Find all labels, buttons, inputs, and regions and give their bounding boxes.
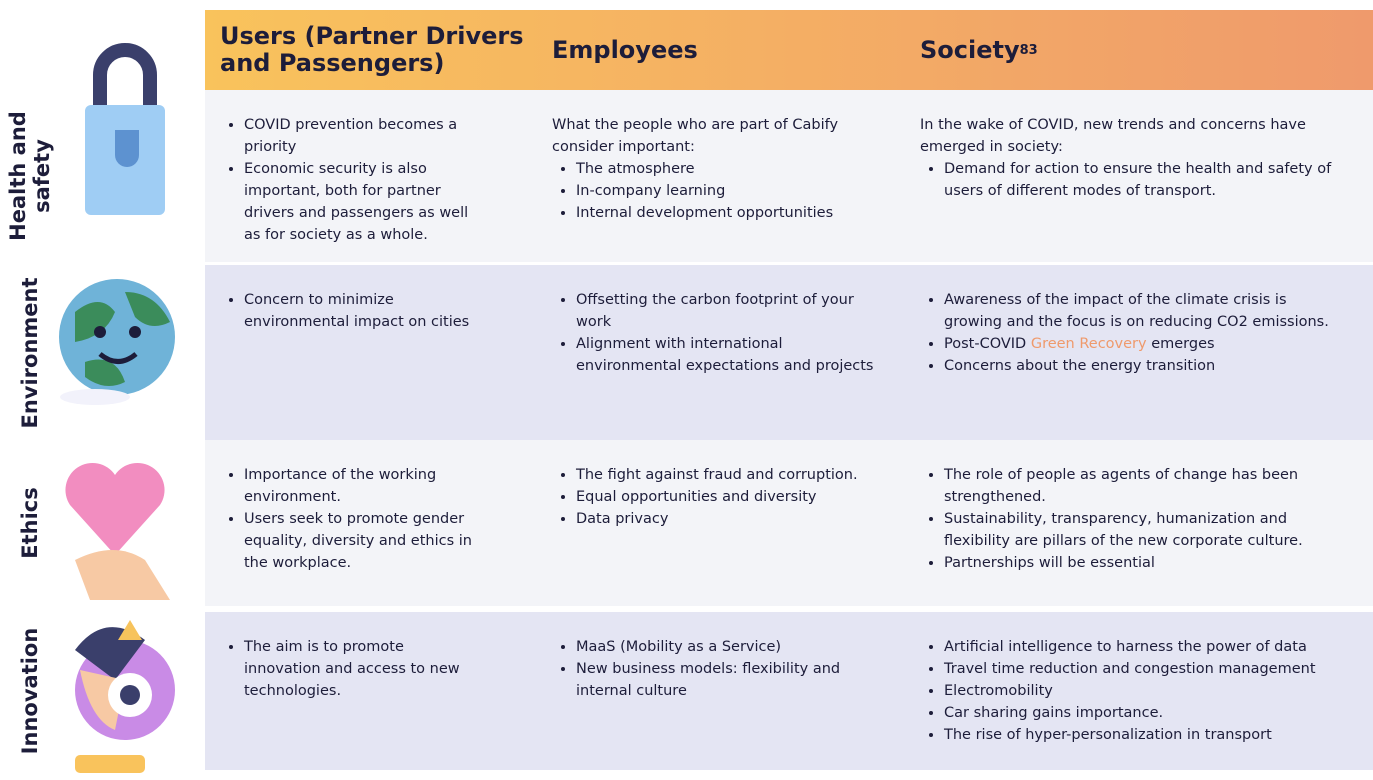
cell: Artificial intelligence to harness the p…: [920, 636, 1340, 746]
bullet: Concern to minimize environmental impact…: [244, 289, 485, 333]
globe-icon: [59, 279, 175, 405]
cell: Awareness of the impact of the climate c…: [920, 289, 1340, 377]
cell: The role of people as agents of change h…: [920, 464, 1340, 574]
bullet: Equal opportunities and diversity: [576, 486, 892, 508]
cell: COVID prevention becomes a priorityEcono…: [220, 114, 485, 246]
bullet-list: The role of people as agents of change h…: [920, 464, 1340, 574]
bullet: Alignment with international environment…: [576, 333, 892, 377]
cell: MaaS (Mobility as a Service)New business…: [552, 636, 892, 702]
innovation-icon: [75, 620, 175, 773]
bullet: Travel time reduction and congestion man…: [944, 658, 1340, 680]
row-label: Ethics: [18, 487, 42, 559]
bullet: Users seek to promote gender equality, d…: [244, 508, 485, 574]
bullet-list: Awareness of the impact of the climate c…: [920, 289, 1340, 377]
cell: Offsetting the carbon footprint of your …: [552, 289, 892, 377]
bullet: Data privacy: [576, 508, 892, 530]
bullet: The fight against fraud and corruption.: [576, 464, 892, 486]
row-label: Environment: [18, 276, 42, 429]
column-header: Users (Partner Drivers and Passengers): [220, 10, 540, 90]
bullet-list: Offsetting the carbon footprint of your …: [552, 289, 892, 377]
bullet: Economic security is also important, bot…: [244, 158, 485, 246]
bullet: The role of people as agents of change h…: [944, 464, 1340, 508]
intro-text: What the people who are part of Cabify c…: [552, 117, 839, 155]
bullet: Partnerships will be essential: [944, 552, 1340, 574]
bullet: Sustainability, transparency, humanizati…: [944, 508, 1340, 552]
cell: Importance of the working environment.Us…: [220, 464, 485, 574]
bullet: COVID prevention becomes a priority: [244, 114, 485, 158]
heart-icon: [65, 462, 170, 600]
bullet-list: The fight against fraud and corruption.E…: [552, 464, 892, 530]
row-label: Innovation: [18, 627, 42, 755]
row-label: Health and safety: [6, 111, 54, 241]
bullet-list: Importance of the working environment.Us…: [220, 464, 485, 574]
bullet-list: The aim is to promote innovation and acc…: [220, 636, 485, 702]
footnote-ref: 83: [1019, 42, 1038, 58]
intro-text: In the wake of COVID, new trends and con…: [920, 117, 1306, 155]
lock-icon: [85, 43, 165, 215]
bullet-list: MaaS (Mobility as a Service)New business…: [552, 636, 892, 702]
column-title: Users (Partner Drivers and Passengers): [220, 22, 524, 77]
link[interactable]: Green Recovery: [1030, 336, 1147, 352]
header-band: Users (Partner Drivers and Passengers) Em…: [205, 10, 1373, 90]
bullet-list: The atmosphereIn-company learningInterna…: [552, 158, 892, 224]
cell: The aim is to promote innovation and acc…: [220, 636, 485, 702]
text: Post-COVID: [944, 336, 1027, 352]
column-title: Employees: [552, 35, 698, 64]
bullet: MaaS (Mobility as a Service): [576, 636, 892, 658]
bullet: The atmosphere: [576, 158, 892, 180]
bullet: Awareness of the impact of the climate c…: [944, 289, 1340, 333]
bullet-list: Artificial intelligence to harness the p…: [920, 636, 1340, 746]
bullet: Car sharing gains importance.: [944, 702, 1340, 724]
table-row: Concern to minimize environmental impact…: [205, 265, 1373, 440]
bullet-list: Concern to minimize environmental impact…: [220, 289, 485, 333]
cell: What the people who are part of Cabify c…: [552, 114, 892, 224]
bullet: Artificial intelligence to harness the p…: [944, 636, 1340, 658]
cell: In the wake of COVID, new trends and con…: [920, 114, 1340, 202]
column-header: Employees: [552, 10, 852, 90]
bullet: Internal development opportunities: [576, 202, 892, 224]
bullet: Importance of the working environment.: [244, 464, 485, 508]
bullet: Offsetting the carbon footprint of your …: [576, 289, 892, 333]
table-row: Importance of the working environment.Us…: [205, 440, 1373, 606]
cell: Concern to minimize environmental impact…: [220, 289, 485, 333]
bullet: Post-COVID Green Recovery emerges: [944, 333, 1340, 355]
column-header: Society 83: [920, 10, 1220, 90]
bullet: Concerns about the energy transition: [944, 355, 1340, 377]
table-row: The aim is to promote innovation and acc…: [205, 612, 1373, 770]
bullet: In-company learning: [576, 180, 892, 202]
bullet: The rise of hyper-personalization in tra…: [944, 724, 1340, 746]
cell: The fight against fraud and corruption.E…: [552, 464, 892, 530]
bullet: Demand for action to ensure the health a…: [944, 158, 1340, 202]
bullet-list: COVID prevention becomes a priorityEcono…: [220, 114, 485, 246]
bullet-list: Demand for action to ensure the health a…: [920, 158, 1340, 202]
bullet: Electromobility: [944, 680, 1340, 702]
bullet: The aim is to promote innovation and acc…: [244, 636, 485, 702]
table-row: COVID prevention becomes a priorityEcono…: [205, 90, 1373, 262]
text: emerges: [1151, 336, 1215, 352]
bullet: New business models: flexibility and int…: [576, 658, 892, 702]
column-title: Society: [920, 35, 1020, 64]
